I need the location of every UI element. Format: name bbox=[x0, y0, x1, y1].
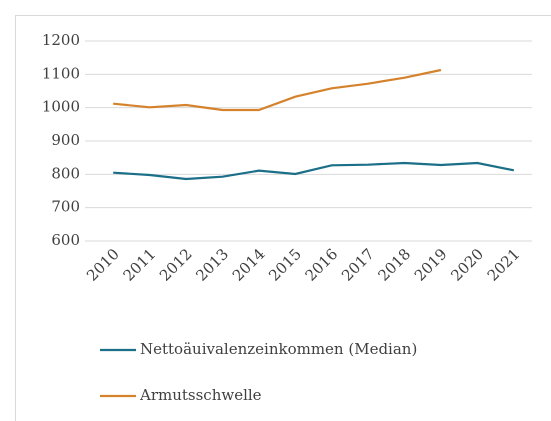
x-tick-label: 2020 bbox=[447, 245, 487, 285]
x-tick-label: 2017 bbox=[338, 245, 378, 285]
y-tick-label: 1100 bbox=[42, 64, 80, 82]
x-tick-label: 2015 bbox=[265, 245, 305, 285]
x-tick-label: 2018 bbox=[374, 245, 414, 285]
y-tick-label: 1200 bbox=[42, 31, 80, 49]
series-line bbox=[113, 161, 515, 181]
x-tick-label: 2011 bbox=[120, 245, 160, 285]
x-tick-label: 2014 bbox=[229, 245, 269, 285]
x-tick-label: 2016 bbox=[302, 245, 342, 285]
x-tick-label: 2019 bbox=[411, 245, 451, 285]
x-tick-label: 2021 bbox=[484, 245, 524, 285]
legend-label: Armutsschwelle bbox=[139, 386, 262, 404]
y-tick-label: 800 bbox=[51, 164, 80, 182]
y-tick-label: 700 bbox=[51, 198, 80, 216]
y-tick-label: 1000 bbox=[42, 98, 80, 116]
x-tick-label: 2010 bbox=[83, 245, 123, 285]
y-tick-label: 900 bbox=[51, 131, 80, 149]
legend-label: Nettoäuivalenzeinkommen (Median) bbox=[140, 340, 417, 358]
series-line bbox=[113, 68, 442, 112]
x-tick-label: 2013 bbox=[192, 245, 232, 285]
y-tick-label: 600 bbox=[51, 231, 80, 249]
chart-frame bbox=[15, 15, 551, 421]
x-tick-label: 2012 bbox=[156, 245, 196, 285]
